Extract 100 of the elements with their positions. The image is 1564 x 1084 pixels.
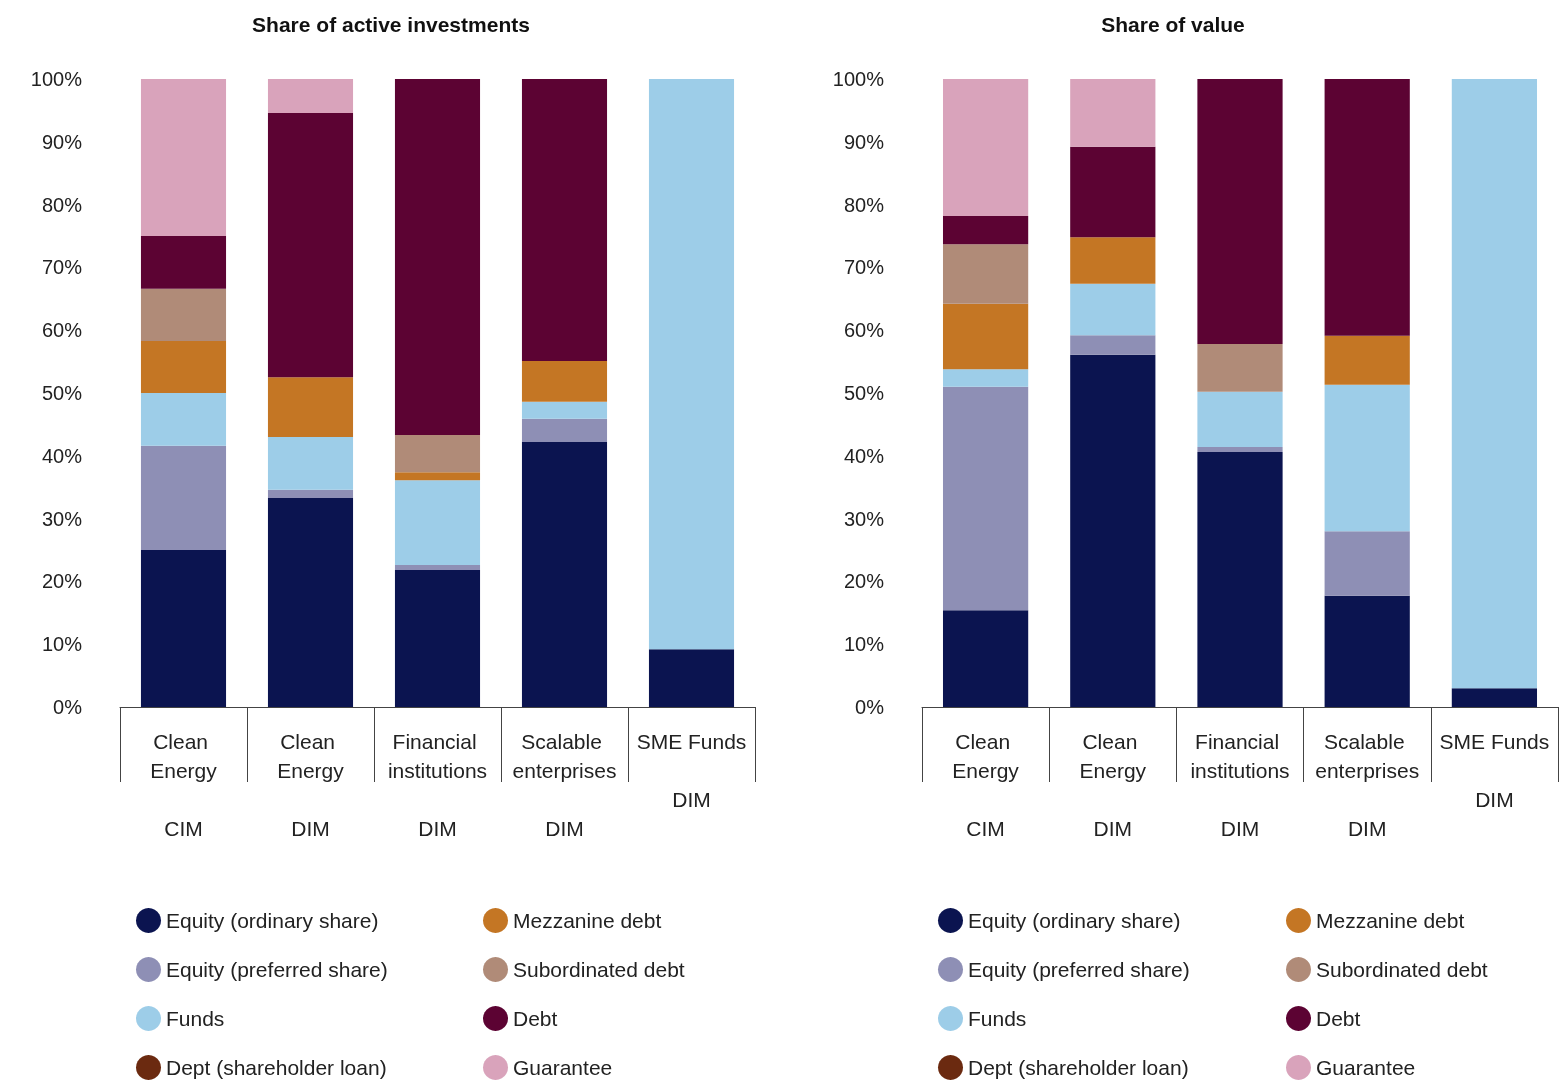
legend-label: Guarantee (513, 1056, 613, 1079)
bar (140, 236, 227, 289)
y-tick-label: 60% (41, 319, 83, 342)
bar (942, 244, 1029, 304)
bar (1451, 688, 1538, 707)
bar (942, 386, 1029, 611)
bar (394, 570, 481, 707)
y-tick-label: 50% (843, 382, 885, 404)
bar (1451, 79, 1538, 689)
bar (140, 79, 227, 236)
bar (648, 79, 735, 650)
legend-label: Dept (shareholder loan) (968, 1056, 1189, 1079)
category-label: Financial institutions DIM (1190, 730, 1290, 840)
bar (140, 445, 227, 550)
legend-label: Subordinated debt (1316, 958, 1488, 981)
bar (521, 418, 608, 442)
bar (1324, 531, 1410, 596)
legend-label: Mezzanine debt (1316, 909, 1465, 932)
bar (942, 303, 1029, 370)
bar (1070, 146, 1156, 238)
category-label: SME Funds DIM (636, 730, 747, 811)
y-tick-label: 80% (41, 193, 83, 216)
y-tick-label: 30% (843, 507, 885, 530)
chart-title: Share of value (1101, 13, 1245, 36)
y-tick-label: 20% (41, 570, 83, 593)
bar (1070, 283, 1156, 336)
y-tick-label: 20% (843, 570, 885, 593)
bar (942, 610, 1029, 707)
bar (1070, 335, 1156, 355)
bar (1070, 354, 1156, 707)
bar (1197, 344, 1283, 392)
y-tick-label: 30% (41, 507, 83, 530)
bar (942, 79, 1029, 216)
y-tick-label: 90% (843, 130, 885, 153)
y-tick-label: 60% (843, 319, 885, 342)
bar (1324, 79, 1410, 336)
category-label: SME Funds DIM (1439, 730, 1550, 811)
y-tick-label: 100% (832, 68, 885, 90)
category-label: Clean Energy CIM (952, 730, 1019, 840)
bar (267, 497, 354, 707)
category-label: Scalable enterprises DIM (1315, 730, 1420, 840)
bar (1070, 79, 1156, 147)
y-tick-label: 80% (843, 193, 885, 216)
bar (1324, 595, 1410, 707)
bar (394, 435, 481, 473)
legend-label: Mezzanine debt (513, 909, 662, 932)
bar (394, 79, 481, 436)
legend-label: Equity (preferred share) (968, 958, 1190, 981)
bar (1197, 447, 1283, 453)
y-tick-label: 70% (843, 256, 885, 279)
legend-label: Equity (ordinary share) (968, 909, 1181, 932)
category-label: Clean Energy CIM (150, 730, 217, 840)
chart-title: Share of active investments (252, 13, 530, 36)
bar (140, 550, 227, 707)
y-tick-label: 100% (30, 68, 83, 90)
bar (394, 565, 481, 571)
bar (1324, 335, 1410, 385)
y-tick-label: 50% (41, 382, 83, 404)
legend-label: Funds (968, 1007, 1027, 1030)
y-tick-label: 40% (843, 444, 885, 467)
legend-label: Debt (1316, 1007, 1361, 1030)
legend-label: Subordinated debt (513, 958, 685, 981)
bar (140, 340, 227, 393)
bar (1197, 391, 1283, 448)
bar (267, 112, 354, 378)
bar (267, 489, 354, 498)
y-tick-label: 10% (843, 633, 885, 656)
category-label: Clean Energy DIM (1079, 730, 1147, 840)
bar (521, 360, 608, 402)
bar (942, 369, 1029, 387)
legend-label: Debt (513, 1007, 558, 1030)
y-tick-label: 10% (41, 633, 83, 656)
bar (394, 472, 481, 481)
y-tick-label: 70% (41, 256, 83, 279)
bar (140, 393, 227, 446)
category-label: Financial institutions DIM (387, 730, 488, 840)
bar (140, 288, 227, 341)
bar (1324, 384, 1410, 532)
y-tick-label: 0% (855, 696, 885, 718)
bar (394, 480, 481, 566)
category-label: Clean Energy DIM (277, 730, 344, 840)
bar (267, 79, 354, 113)
y-tick-label: 90% (41, 130, 83, 153)
legend-label: Guarantee (1316, 1056, 1416, 1079)
y-tick-label: 40% (41, 444, 83, 467)
category-label: Scalable enterprises DIM (512, 730, 617, 840)
bar (267, 377, 354, 437)
bar (1070, 237, 1156, 284)
legend-label: Equity (ordinary share) (166, 909, 379, 932)
bar (942, 215, 1029, 245)
legend-label: Funds (166, 1007, 225, 1030)
bar (648, 649, 735, 707)
y-tick-label: 0% (53, 696, 83, 718)
bar (521, 79, 608, 361)
legend-label: Equity (preferred share) (166, 958, 388, 981)
bar (267, 436, 354, 490)
bar (1197, 452, 1283, 707)
bar (521, 401, 608, 419)
bar (521, 441, 608, 707)
legend-label: Dept (shareholder loan) (166, 1056, 387, 1079)
